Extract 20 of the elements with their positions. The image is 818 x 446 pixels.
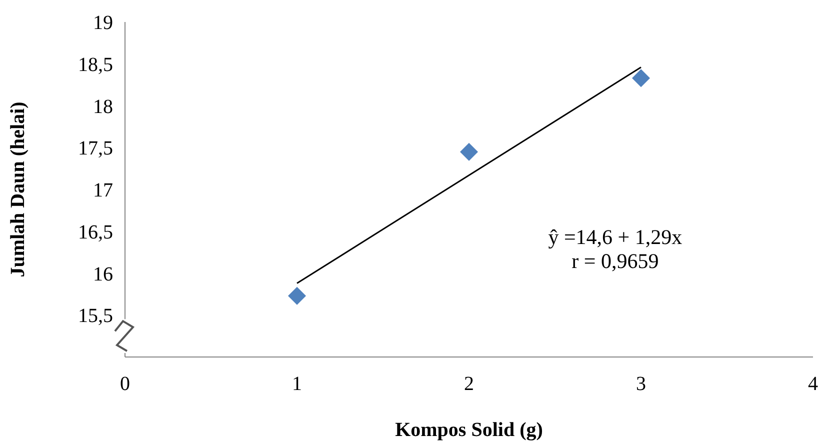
- y-tick-label: 18: [93, 96, 113, 118]
- x-tick-label: 3: [636, 373, 646, 395]
- annotation: ŷ =14,6 + 1,29x: [548, 224, 683, 249]
- annotation: r = 0,9659: [572, 248, 659, 273]
- point: [632, 69, 650, 88]
- x-tick-label: 0: [120, 373, 130, 395]
- y-tick-label: 16,5: [78, 221, 113, 244]
- y-tick-label: 18,5: [78, 54, 113, 76]
- point: [460, 142, 478, 161]
- y-tick-label: 17: [93, 180, 113, 202]
- x-axis-title: Kompos Solid (g): [395, 419, 543, 441]
- x-tick-label: 1: [292, 373, 302, 395]
- y-tick-label: 15,5: [78, 305, 113, 328]
- y-tick-label: 16: [93, 263, 113, 286]
- y-tick-label: 17,5: [78, 138, 113, 160]
- x-tick-label: 2: [464, 373, 474, 395]
- x-tick-label: 4: [808, 373, 818, 395]
- point: [288, 286, 306, 305]
- y-tick-label: 19: [93, 12, 113, 34]
- y-axis-title: Jumlah Daun (helai): [7, 102, 29, 278]
